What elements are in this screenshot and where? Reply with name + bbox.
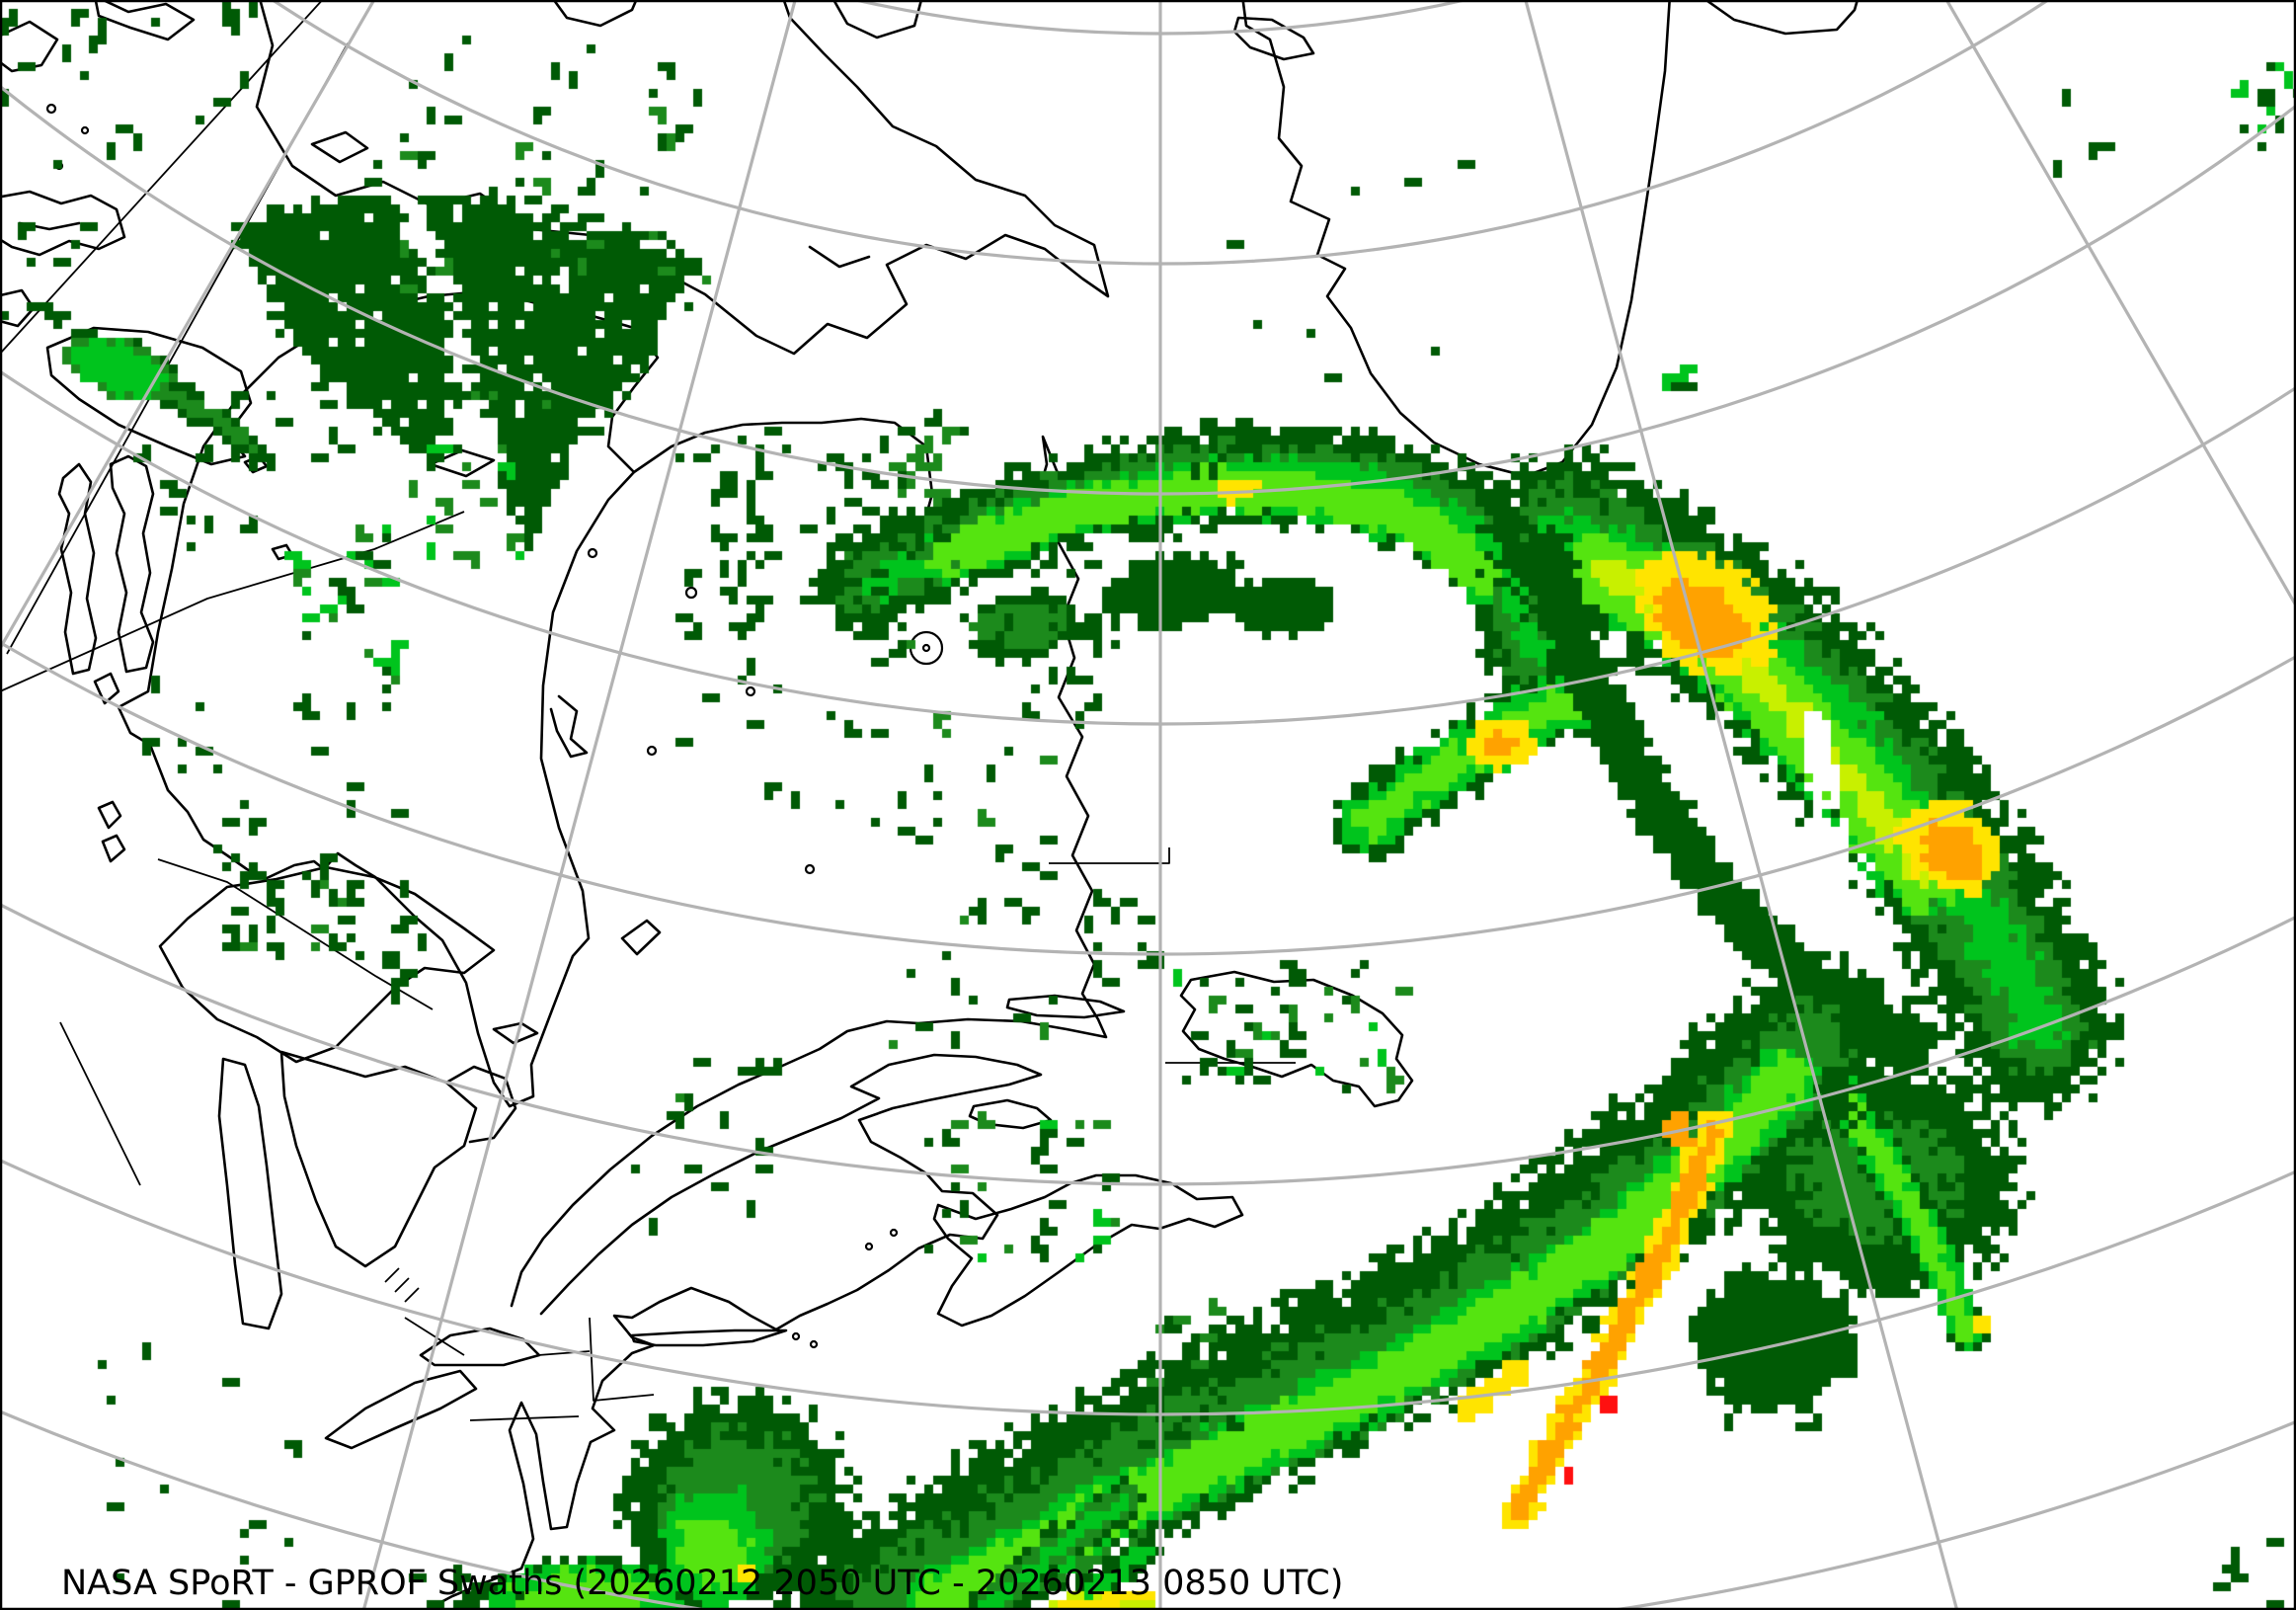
map-caption: NASA SPoRT - GPROF Swaths (20260212 2050… [61,1564,1344,1603]
